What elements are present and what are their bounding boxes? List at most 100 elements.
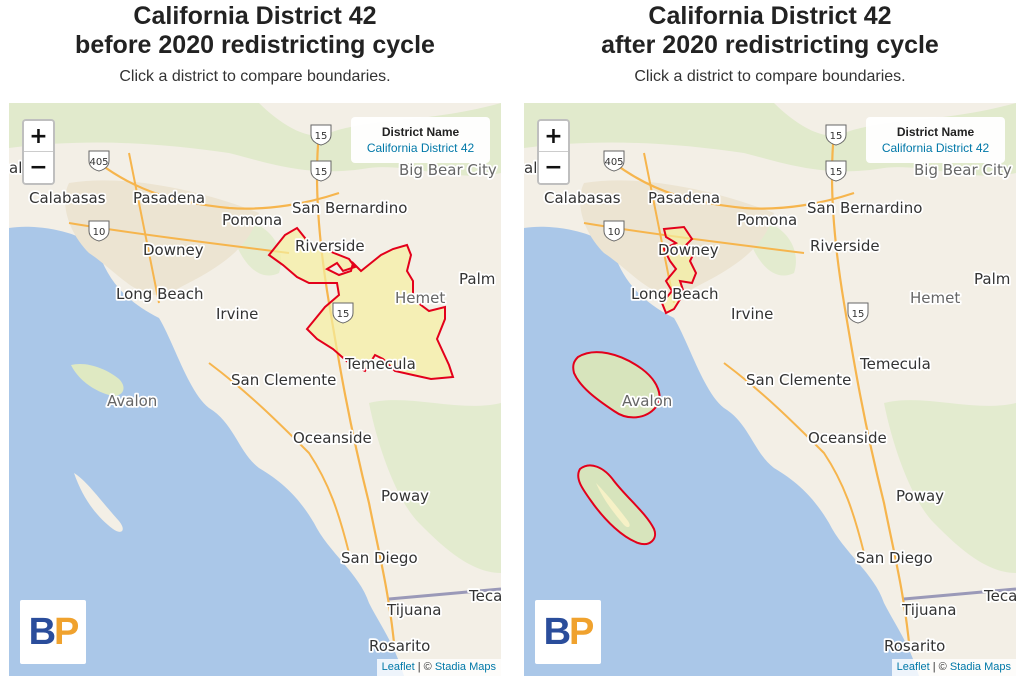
map-tiles[interactable]: alley Calabasas Pasadena Pomona San Bern… [9, 103, 501, 676]
title-line-1: California District 42 [648, 2, 892, 30]
forest-area [884, 400, 1016, 573]
svg-text:15: 15 [337, 309, 350, 320]
place-label: Long Beach [116, 285, 204, 303]
place-label: Palm [459, 270, 495, 288]
svg-text:10: 10 [608, 227, 621, 238]
place-label: Temecula [344, 355, 416, 373]
logo-letter-p: P [569, 611, 594, 653]
place-label: Irvine [216, 305, 258, 323]
forest-area [369, 400, 501, 573]
zoom-control: + − [537, 119, 570, 185]
attribution-separator: | © [414, 661, 435, 673]
interstate-shield: 15 [825, 160, 847, 182]
place-label: Oceanside [293, 429, 372, 447]
svg-text:15: 15 [315, 167, 328, 178]
leaflet-link[interactable]: Leaflet [381, 661, 415, 673]
title-line-1: California District 42 [133, 2, 377, 30]
freeway [315, 132, 396, 644]
district-boundary[interactable] [660, 225, 698, 315]
svg-text:15: 15 [830, 131, 843, 142]
attribution: Leaflet | © Stadia Maps [891, 659, 1016, 676]
svg-text:15: 15 [830, 167, 843, 178]
district-boundary-catalina[interactable] [572, 351, 661, 419]
place-label: Poway [896, 487, 944, 505]
district-boundary-san-clemente-island[interactable] [577, 464, 656, 545]
zoom-out-button[interactable]: − [24, 152, 53, 183]
san-clemente-island [74, 473, 123, 532]
info-box: District Name California District 42 [351, 117, 490, 163]
place-label: San Bernardino [807, 199, 922, 217]
panel-after: California District 42 after 2020 redist… [524, 0, 1016, 691]
panel-subtitle: Click a district to compare boundaries. [634, 68, 906, 85]
freeway [98, 162, 340, 210]
place-label: San Clemente [231, 371, 336, 389]
interstate-shield: 15 [332, 302, 354, 324]
place-label: Teca [468, 587, 501, 605]
svg-text:405: 405 [89, 157, 108, 168]
interstate-shield: 405 [88, 150, 110, 172]
bp-logo: BP [535, 600, 601, 664]
place-label: Avalon [622, 392, 672, 410]
interstate-shield: 15 [847, 302, 869, 324]
place-label: Pomona [737, 211, 797, 229]
place-label: Rosarito [884, 637, 945, 655]
place-label: San Diego [856, 549, 933, 567]
interstate-shield: 405 [603, 150, 625, 172]
svg-text:15: 15 [315, 131, 328, 142]
place-label: Avalon [107, 392, 157, 410]
zoom-in-button[interactable]: + [539, 121, 568, 152]
place-label: Tijuana [901, 601, 956, 619]
stadia-link[interactable]: Stadia Maps [949, 661, 1011, 673]
place-label: San Bernardino [292, 199, 407, 217]
district-boundary[interactable] [267, 226, 455, 381]
map-before[interactable]: alley Calabasas Pasadena Pomona San Bern… [9, 103, 501, 676]
place-label: Teca [983, 587, 1016, 605]
panel-title: California District 42 after 2020 redist… [524, 2, 1016, 60]
place-label: Rosarito [369, 637, 430, 655]
place-label: Palm [974, 270, 1010, 288]
island-interior [596, 483, 630, 528]
place-label: Downey [143, 241, 204, 259]
interstate-shield: 10 [88, 220, 110, 242]
border-line [388, 587, 501, 601]
place-label: Poway [381, 487, 429, 505]
place-label: Calabasas [544, 189, 621, 207]
panel-subtitle: Click a district to compare boundaries. [119, 68, 391, 85]
place-label: Hemet [395, 289, 445, 307]
place-label: Riverside [810, 237, 880, 255]
interstate-shield: 15 [310, 124, 332, 146]
freeway [613, 162, 855, 210]
logo-letter-b: B [543, 611, 571, 653]
place-label: Big Bear City [914, 161, 1012, 179]
info-district-link[interactable]: California District 42 [366, 141, 475, 155]
border-line [903, 587, 1016, 601]
leaflet-link[interactable]: Leaflet [896, 661, 930, 673]
map-tiles[interactable]: alley Calabasas Pasadena Pomona San Bern… [524, 103, 1016, 676]
info-label: District Name [896, 125, 975, 139]
place-label: Downey [658, 241, 719, 259]
info-label: District Name [381, 125, 460, 139]
info-district-link[interactable]: California District 42 [881, 141, 990, 155]
info-box: District Name California District 42 [866, 117, 1005, 163]
zoom-control: + − [22, 119, 55, 185]
freeway [830, 132, 911, 644]
attribution: Leaflet | © Stadia Maps [376, 659, 501, 676]
svg-text:15: 15 [852, 309, 865, 320]
place-label: Hemet [910, 289, 960, 307]
map-after[interactable]: alley Calabasas Pasadena Pomona San Bern… [524, 103, 1016, 676]
zoom-in-button[interactable]: + [24, 121, 53, 152]
place-label: Long Beach [631, 285, 719, 303]
zoom-out-button[interactable]: − [539, 152, 568, 183]
place-label: Calabasas [29, 189, 106, 207]
place-label: Pasadena [133, 189, 205, 207]
place-label: Pomona [222, 211, 282, 229]
place-label: Oceanside [808, 429, 887, 447]
place-label: Tijuana [386, 601, 441, 619]
stadia-link[interactable]: Stadia Maps [434, 661, 496, 673]
catalina-island [71, 363, 124, 396]
interstate-shield: 15 [310, 160, 332, 182]
freeway [208, 362, 350, 554]
logo-letter-b: B [28, 611, 56, 653]
svg-text:405: 405 [604, 157, 623, 168]
svg-text:10: 10 [93, 227, 106, 238]
